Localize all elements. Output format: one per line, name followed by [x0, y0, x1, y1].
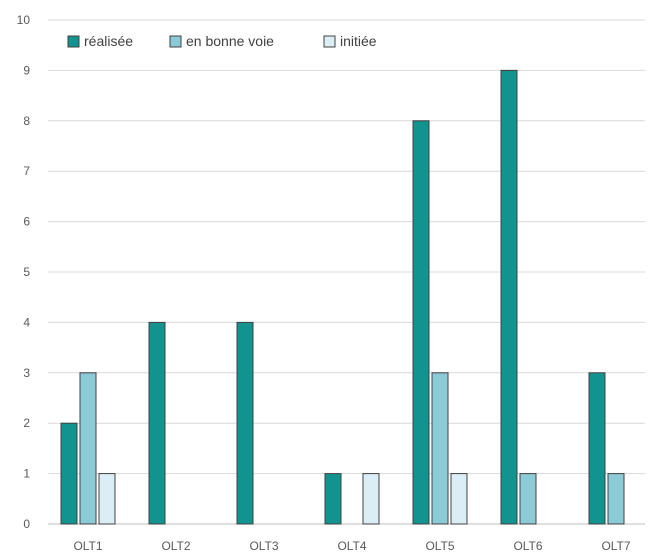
- x-tick-label: OLT1: [73, 539, 102, 553]
- bar-olt6-series-1: [500, 69, 518, 525]
- bar-olt5-series-2: [431, 372, 449, 525]
- y-tick-label: 6: [23, 215, 30, 229]
- legend: réalisée en bonne voie initiée: [67, 33, 377, 49]
- bars: [60, 69, 625, 525]
- y-tick-label: 5: [23, 265, 30, 279]
- legend-swatch: [67, 35, 80, 48]
- bar-olt5-series-3: [450, 473, 468, 525]
- legend-label: en bonne voie: [186, 33, 274, 49]
- x-tick-label: OLT5: [425, 539, 454, 553]
- x-tick-label: OLT7: [601, 539, 630, 553]
- x-axis-ticks: OLT1 OLT2 OLT3 OLT4 OLT5 OLT6 OLT7: [73, 539, 630, 553]
- bar-olt4-series-1: [324, 473, 342, 525]
- bar-olt7-series-1: [588, 372, 606, 525]
- y-tick-label: 4: [23, 315, 30, 329]
- legend-label: initiée: [340, 33, 377, 49]
- y-tick-label: 3: [23, 366, 30, 380]
- y-tick-label: 0: [23, 517, 30, 531]
- bar-olt1-series-1: [60, 422, 78, 525]
- bar-olt4-series-3: [362, 473, 380, 525]
- legend-label: réalisée: [84, 33, 133, 49]
- gridlines: [48, 19, 645, 525]
- y-tick-label: 7: [23, 164, 30, 178]
- x-tick-label: OLT4: [337, 539, 366, 553]
- y-tick-label: 10: [17, 13, 31, 27]
- bar-olt6-series-2: [519, 473, 537, 525]
- y-tick-label: 8: [23, 114, 30, 128]
- legend-swatch: [323, 35, 336, 48]
- y-tick-label: 1: [23, 467, 30, 481]
- x-tick-label: OLT2: [161, 539, 190, 553]
- y-tick-label: 2: [23, 416, 30, 430]
- x-tick-label: OLT3: [249, 539, 278, 553]
- bar-olt5-series-1: [412, 120, 430, 525]
- bar-olt1-series-2: [79, 372, 97, 525]
- bar-olt7-series-2: [607, 473, 625, 525]
- y-axis-ticks: 0 1 2 3 4 5 6 7 8 9 10: [17, 13, 31, 531]
- y-tick-label: 9: [23, 63, 30, 77]
- legend-swatch: [169, 35, 182, 48]
- bar-olt1-series-3: [98, 473, 116, 525]
- bar-olt2-series-1: [148, 321, 166, 525]
- x-tick-label: OLT6: [513, 539, 542, 553]
- bar-olt3-series-1: [236, 321, 254, 525]
